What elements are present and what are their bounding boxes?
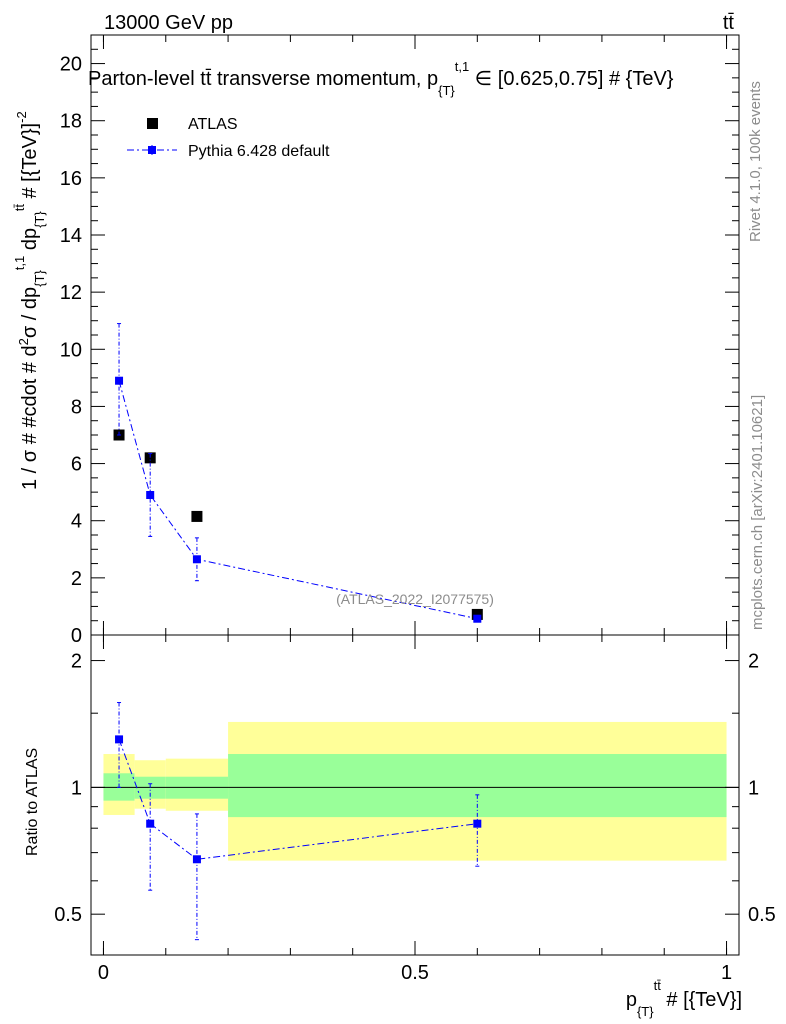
main-ytick-label-9: 18 (60, 111, 82, 133)
main-axes: 0 2 4 6 8 10 12 14 16 18 20 (60, 34, 739, 647)
ratio-xtick-label-2: 1 (721, 962, 732, 984)
atlas-point-3 (471, 608, 483, 620)
header-process-label: tt̄ (723, 12, 735, 34)
main-ytick-label-3: 6 (71, 454, 82, 476)
legend-pythia-marker (148, 146, 156, 154)
main-ytick-label-7: 14 (60, 225, 82, 247)
main-ytick-label-8: 16 (60, 168, 82, 190)
legend: ATLAS Pythia 6.428 default (127, 116, 330, 160)
main-ytick-label-2: 4 (71, 511, 82, 533)
rivet-version-label: Rivet 4.1.0, 100k events (747, 81, 764, 242)
ratio-data-layer (115, 702, 482, 941)
pythia-main-line (118, 380, 478, 620)
ratio-ytick-label-left-0: 0.5 (54, 904, 82, 926)
main-ytick-label-1: 2 (71, 568, 82, 590)
ratio-ytick-label-right-1: 1 (748, 777, 759, 799)
main-data-layer (113, 323, 483, 623)
main-y-axis-label: 1 / σ # #cdot # d2σ / dp{T}t,1 dp{T}tt̄ … (12, 111, 47, 490)
x-axis-label: p{T}tt̄ # [{TeV}] (626, 978, 742, 1019)
pythia-ratio-point-2 (192, 855, 201, 864)
main-ytick-label-4: 8 (71, 396, 82, 418)
pythia-point-0 (115, 376, 124, 385)
ratio-axes: 0 0.5 1 0.5 0.5 1 1 2 2 (54, 634, 776, 984)
header-energy-label: 13000 GeV pp (104, 12, 233, 34)
ratio-ytick-label-left-1: 1 (71, 777, 82, 799)
plot-title: Parton-level tt̄ transverse momentum, p{… (88, 59, 674, 98)
pythia-point-3 (473, 614, 482, 623)
ratio-ytick-label-right-2: 2 (748, 651, 759, 673)
ratio-bands-layer (91, 721, 739, 861)
ratio-ytick-label-right-0: 0.5 (748, 904, 776, 926)
main-ytick-label-6: 12 (60, 282, 82, 304)
main-ytick-label-10: 20 (60, 54, 82, 76)
main-ytick-label-0: 0 (71, 625, 82, 647)
analysis-watermark: (ATLAS_2022_I2077575) (336, 591, 494, 607)
pythia-ratio-line (118, 739, 478, 860)
legend-pythia-label: Pythia 6.428 default (188, 143, 330, 160)
pythia-ratio-point-1 (146, 819, 155, 828)
main-ytick-label-5: 10 (60, 339, 82, 361)
atlas-point-1 (144, 452, 156, 464)
mcplots-reference-label: mcplots.cern.ch [arXiv:2401.10621] (749, 395, 766, 630)
legend-atlas-label: ATLAS (188, 116, 238, 133)
legend-atlas-marker (147, 118, 158, 129)
pythia-point-1 (146, 491, 155, 499)
ratio-xtick-label-0: 0 (98, 962, 109, 984)
ratio-y-axis-label: Ratio to ATLAS (24, 748, 41, 856)
pythia-point-2 (192, 555, 201, 564)
ratio-xtick-label-1: 0.5 (401, 962, 429, 984)
pythia-ratio-point-0 (115, 735, 124, 744)
ratio-ytick-label-left-2: 2 (71, 651, 82, 673)
pythia-ratio-point-3 (473, 819, 482, 828)
atlas-point-2 (191, 510, 203, 522)
